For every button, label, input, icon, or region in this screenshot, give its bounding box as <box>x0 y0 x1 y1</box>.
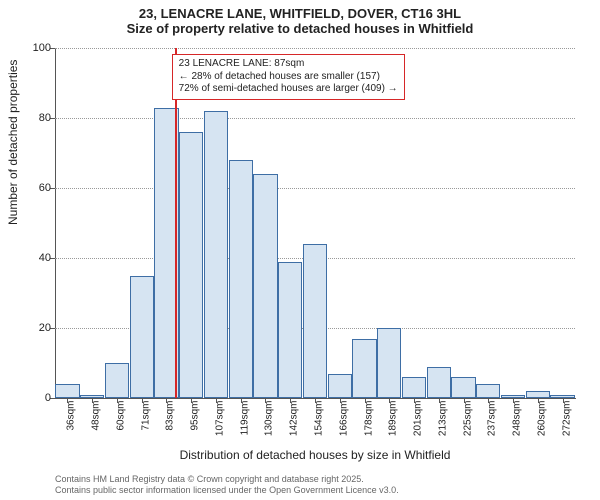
x-tick-label: 130sqm <box>264 401 275 437</box>
x-tick-label: 225sqm <box>462 401 473 437</box>
bar <box>253 174 277 398</box>
x-tick-label: 60sqm <box>115 401 126 431</box>
bar <box>451 377 475 398</box>
bar <box>278 262 302 399</box>
x-tick-label: 248sqm <box>512 401 523 437</box>
attribution: Contains HM Land Registry data © Crown c… <box>55 474 399 496</box>
bar <box>55 384 79 398</box>
attribution-line-2: Contains public sector information licen… <box>55 485 399 496</box>
bar <box>229 160 253 398</box>
y-tick-label: 80 <box>23 112 51 124</box>
attribution-line-1: Contains HM Land Registry data © Crown c… <box>55 474 399 485</box>
y-tick-label: 40 <box>23 252 51 264</box>
x-tick-label: 237sqm <box>487 401 498 437</box>
bar <box>303 244 327 398</box>
x-tick-label: 36sqm <box>66 401 77 431</box>
x-tick-label: 272sqm <box>561 401 572 437</box>
bar <box>377 328 401 398</box>
bar <box>427 367 451 399</box>
x-axis-label: Distribution of detached houses by size … <box>55 448 575 462</box>
y-tick-label: 100 <box>23 42 51 54</box>
bar <box>352 339 376 399</box>
bar <box>179 132 203 398</box>
chart-container: 23, LENACRE LANE, WHITFIELD, DOVER, CT16… <box>0 0 600 500</box>
x-tick-label: 71sqm <box>140 401 151 431</box>
grid-line <box>55 48 575 49</box>
x-tick-label: 154sqm <box>314 401 325 437</box>
x-tick-label: 142sqm <box>289 401 300 437</box>
marker-callout: 23 LENACRE LANE: 87sqm ← 28% of detached… <box>172 54 405 100</box>
grid-line <box>55 188 575 189</box>
x-tick-label: 189sqm <box>388 401 399 437</box>
bar <box>204 111 228 398</box>
y-tick-label: 0 <box>23 392 51 404</box>
plot-area: 02040608010036sqm48sqm60sqm71sqm83sqm95s… <box>55 48 575 398</box>
x-tick-label: 213sqm <box>437 401 448 437</box>
marker-line <box>175 48 177 398</box>
callout-line-1: 23 LENACRE LANE: 87sqm <box>179 58 398 71</box>
bar <box>476 384 500 398</box>
grid-line <box>55 118 575 119</box>
y-axis-label: Number of detached properties <box>6 60 20 225</box>
bar <box>328 374 352 399</box>
y-tick-label: 60 <box>23 182 51 194</box>
bar <box>402 377 426 398</box>
x-tick-label: 178sqm <box>363 401 374 437</box>
page-title: 23, LENACRE LANE, WHITFIELD, DOVER, CT16… <box>0 0 600 21</box>
x-tick-label: 95sqm <box>190 401 201 431</box>
x-tick-label: 119sqm <box>239 401 250 436</box>
x-tick-label: 260sqm <box>536 401 547 437</box>
bar <box>526 391 550 398</box>
bar <box>130 276 154 399</box>
callout-line-3: 72% of semi-detached houses are larger (… <box>179 83 398 96</box>
x-tick-label: 83sqm <box>165 401 176 431</box>
y-tick-label: 20 <box>23 322 51 334</box>
callout-line-2: ← 28% of detached houses are smaller (15… <box>179 71 398 84</box>
bar <box>105 363 129 398</box>
x-tick-label: 107sqm <box>214 401 225 437</box>
x-tick-label: 48sqm <box>91 401 102 431</box>
page-subtitle: Size of property relative to detached ho… <box>0 21 600 36</box>
x-tick-label: 201sqm <box>413 401 424 437</box>
x-tick-label: 166sqm <box>338 401 349 437</box>
